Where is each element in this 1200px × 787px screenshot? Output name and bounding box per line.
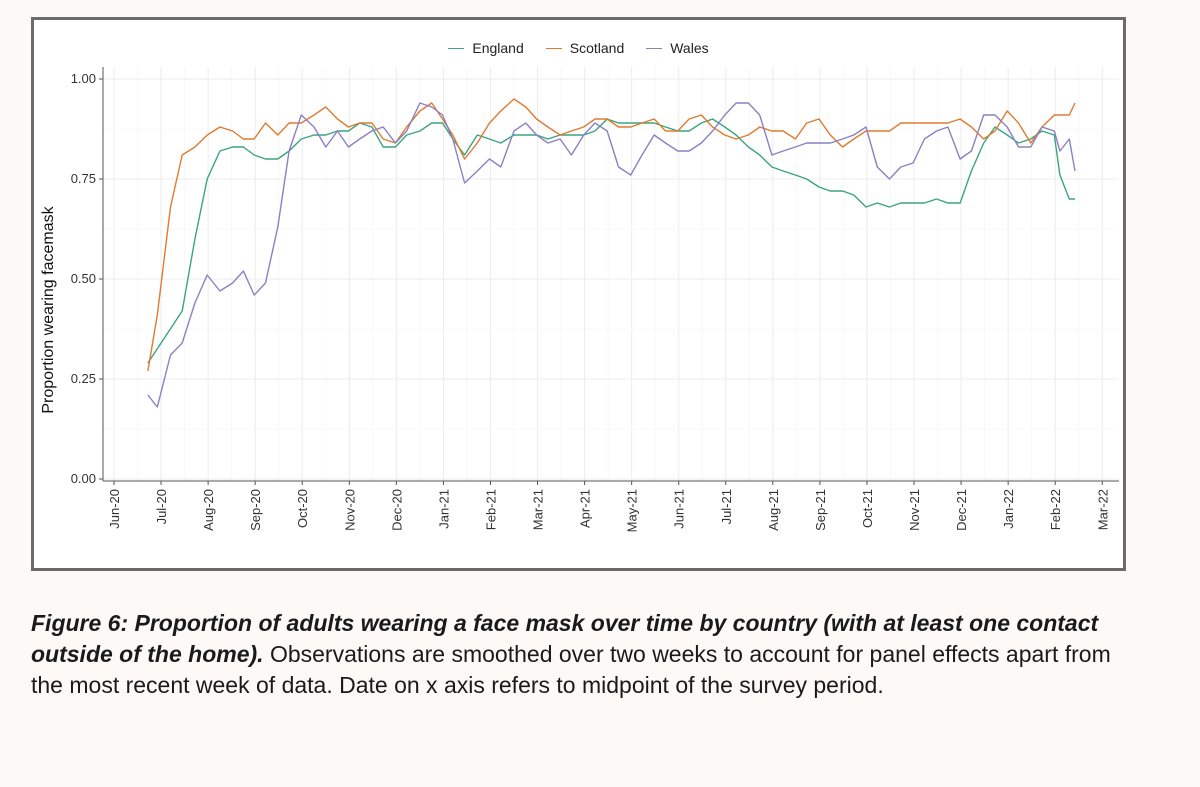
series-line-wales	[147, 102, 1076, 408]
y-tick-label: 0.25	[71, 371, 96, 386]
x-tick-label: Feb-22	[1048, 489, 1063, 530]
x-tick-label: Dec-20	[389, 489, 404, 531]
legend-item-england: England	[448, 40, 524, 56]
y-tick-label: 1.00	[71, 71, 96, 86]
x-tick-label: Mar-21	[531, 489, 546, 530]
legend-label-england: England	[472, 40, 524, 56]
axes: Jun-20 Jul-20 Aug-20 Sep-20 Oct-20 Nov-20 Dec-…	[71, 67, 1119, 532]
legend-swatch-wales	[646, 47, 663, 49]
x-tick-label: Oct-20	[295, 489, 310, 528]
caption-body: Observations are smoothed over two weeks…	[31, 641, 1111, 698]
x-tick-label: Nov-20	[342, 489, 357, 531]
figure-caption: Figure 6: Proportion of adults wearing a…	[31, 608, 1141, 701]
legend-item-wales: Wales	[646, 40, 709, 56]
legend-label-wales: Wales	[670, 40, 709, 56]
legend-swatch-england	[448, 47, 465, 49]
legend: England Scotland Wales	[34, 40, 1123, 56]
x-tick-label: Aug-20	[201, 489, 216, 531]
x-tick-label: Jan-22	[1001, 489, 1016, 529]
x-tick-label: Apr-21	[578, 489, 593, 528]
x-tick-label: Jul-20	[154, 489, 169, 524]
x-tick-label: Aug-21	[766, 489, 781, 531]
x-tick-label: Oct-21	[860, 489, 875, 528]
x-tick-label: Jan-21	[436, 489, 451, 529]
x-tick-label: Dec-21	[954, 489, 969, 531]
series-line-england	[147, 118, 1075, 364]
line-chart: Jun-20 Jul-20 Aug-20 Sep-20 Oct-20 Nov-20 Dec-…	[40, 67, 1119, 532]
gridlines	[103, 67, 1119, 481]
y-tick-label: 0.50	[71, 271, 96, 286]
series-line-scotland	[147, 98, 1076, 372]
x-tick-label: Jun-20	[107, 489, 122, 529]
legend-label-scotland: Scotland	[569, 40, 625, 56]
x-tick-label: Sep-21	[813, 489, 828, 531]
x-tick-label: May-21	[625, 489, 640, 532]
x-tick-label: Sep-20	[248, 489, 263, 531]
y-tick-label: 0.00	[71, 471, 96, 486]
x-tick-label: Jul-21	[719, 489, 734, 524]
caption-title: Figure 6: Proportion of adults wearing a…	[31, 610, 1099, 667]
series-lines	[147, 98, 1076, 408]
x-tick-label: Feb-21	[483, 489, 498, 530]
y-axis-label: Proportion wearing facemask	[40, 205, 57, 413]
x-tick-label: Jun-21	[672, 489, 687, 529]
figure-frame: Jun-20 Jul-20 Aug-20 Sep-20 Oct-20 Nov-20 Dec-…	[31, 17, 1126, 571]
x-tick-label: Mar-22	[1095, 489, 1110, 530]
y-tick-label: 0.75	[71, 171, 96, 186]
x-tick-label: Nov-21	[907, 489, 922, 531]
legend-item-scotland: Scotland	[545, 40, 625, 56]
legend-swatch-scotland	[545, 47, 562, 49]
